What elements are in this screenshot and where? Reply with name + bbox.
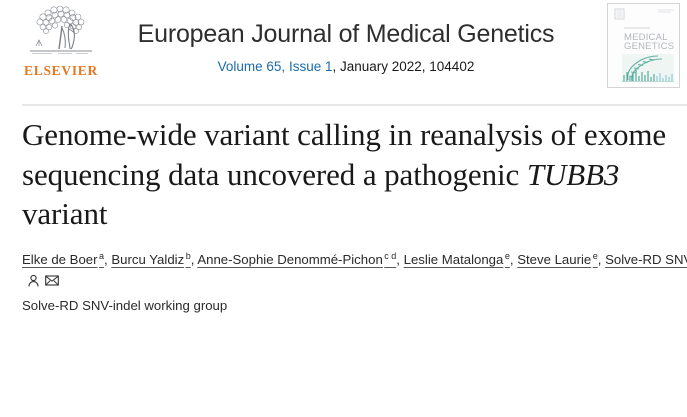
- svg-text:MEDICAL: MEDICAL: [624, 32, 668, 43]
- author-name[interactable]: Anne-Sophie Denommé-Pichon c d: [197, 250, 397, 268]
- author-separator: ,: [396, 252, 404, 268]
- author-affiliation-marker: c d: [384, 250, 397, 261]
- envelope-icon[interactable]: [45, 273, 59, 293]
- article-title-part1: Genome-wide variant calling in reanalysi…: [22, 117, 667, 192]
- author-name[interactable]: Leslie Matalonga e: [403, 250, 510, 268]
- journal-info: European Journal of Medical Genetics Vol…: [115, 20, 577, 74]
- author-affiliation-marker: a: [99, 250, 105, 261]
- article-title: Genome-wide variant calling in reanalysi…: [22, 115, 672, 234]
- svg-text:GENETICS: GENETICS: [624, 41, 674, 52]
- group-author-footnote: Solve-RD SNV-indel working group: [22, 298, 228, 314]
- author-affiliation-marker: e: [592, 250, 598, 261]
- journal-cover-thumbnail[interactable]: MEDICAL GENETICS: [607, 3, 680, 88]
- author-name[interactable]: Steve Laurie e: [517, 250, 598, 268]
- journal-title: European Journal of Medical Genetics: [137, 20, 555, 48]
- author-affiliation-marker: b: [185, 250, 191, 261]
- author-affiliation-marker: e: [504, 250, 510, 261]
- author-separator: ,: [104, 252, 112, 268]
- issue-date-text: , January 2022, 104402: [332, 58, 475, 74]
- elsevier-logo[interactable]: ELSEVIER: [18, 4, 104, 78]
- author-name[interactable]: Solve-RD SNV-indel working group: [605, 252, 687, 268]
- author-separator: ,: [509, 252, 518, 268]
- journal-issue-line: Volume 65, Issue 1, January 2022, 104402: [115, 59, 577, 74]
- elsevier-wordmark: ELSEVIER: [24, 63, 98, 78]
- person-icon[interactable]: [27, 273, 40, 293]
- author-separator: ,: [190, 252, 198, 268]
- article-title-part2: variant: [22, 196, 108, 232]
- author-list: Elke de Boer a, Burcu Yaldiz b, Anne-Sophi…: [22, 250, 687, 293]
- journal-masthead: ELSEVIER European Journal of Medical Gen…: [0, 0, 687, 106]
- author-name[interactable]: Elke de Boer a: [22, 250, 105, 268]
- issue-link[interactable]: Volume 65, Issue 1: [217, 58, 333, 74]
- journal-cover-image-icon: MEDICAL GENETICS: [608, 4, 679, 87]
- author-separator: ,: [597, 252, 606, 268]
- masthead-divider: [22, 104, 687, 106]
- author-name[interactable]: Burcu Yaldiz b: [111, 250, 191, 268]
- article-title-gene: TUBB3: [526, 156, 620, 192]
- elsevier-tree-logo-icon: [30, 5, 92, 54]
